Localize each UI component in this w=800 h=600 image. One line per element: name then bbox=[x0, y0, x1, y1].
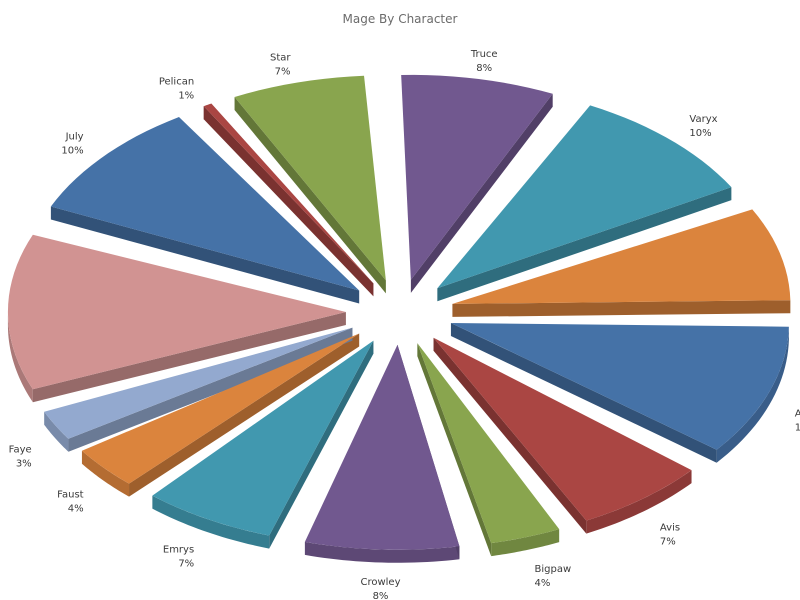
slice-emrys bbox=[152, 340, 374, 536]
slice-name: Pelican bbox=[159, 77, 194, 88]
slice-wall-flidais bbox=[32, 312, 346, 403]
slice-name: Star bbox=[270, 53, 291, 64]
slice-wall-avis bbox=[433, 337, 587, 534]
slice-name: Emrys bbox=[163, 544, 194, 555]
slice-label-faye: Faye 3% bbox=[9, 444, 32, 469]
slice-tops bbox=[7, 74, 791, 550]
slice-sides bbox=[7, 93, 791, 563]
slice-label-varyx: Varyx 10% bbox=[689, 114, 717, 139]
slice-percent: 8% bbox=[476, 63, 492, 74]
chart-title: Mage By Character bbox=[343, 12, 458, 26]
slice-wall-bigpaw bbox=[417, 343, 492, 557]
slice-wall-varyx bbox=[437, 187, 732, 302]
slice-percent: 7% bbox=[275, 67, 291, 78]
slice-wall-wayland bbox=[452, 300, 791, 317]
slice-side-crowley bbox=[304, 541, 460, 563]
slice-percent: 7% bbox=[660, 536, 676, 547]
slice-crowley bbox=[304, 344, 460, 550]
slice-name: Arthur bbox=[795, 408, 800, 419]
slice-label-truce: Truce 8% bbox=[470, 49, 498, 74]
slice-wall-arthur bbox=[450, 323, 717, 463]
slice-percent: 1% bbox=[178, 91, 194, 102]
slice-star bbox=[234, 75, 386, 281]
slice-wayland bbox=[452, 209, 791, 304]
slice-percent: 8% bbox=[373, 591, 389, 600]
slice-side-faye bbox=[44, 411, 69, 452]
slice-bigpaw bbox=[417, 343, 560, 544]
slice-percent: 10% bbox=[61, 145, 83, 156]
slice-side-arthur bbox=[716, 326, 789, 463]
slice-arthur bbox=[450, 323, 789, 450]
slice-percent: 11% bbox=[795, 422, 800, 433]
slice-label-july: July 10% bbox=[61, 131, 83, 156]
slice-side-flidais bbox=[7, 312, 33, 403]
slice-label-bigpaw: Bigpaw 4% bbox=[535, 564, 572, 589]
slice-wall-faye bbox=[68, 327, 353, 452]
slice-name: July bbox=[65, 131, 84, 142]
slice-label-crowley: Crowley 8% bbox=[360, 577, 400, 600]
slice-wall-truce bbox=[410, 93, 553, 293]
slice-wall-emrys bbox=[269, 340, 374, 549]
slice-percent: 10% bbox=[689, 128, 711, 139]
slice-name: Bigpaw bbox=[535, 564, 572, 575]
slice-name: Crowley bbox=[360, 577, 400, 588]
slice-wall-pelican bbox=[203, 106, 374, 297]
slice-faust bbox=[81, 333, 360, 484]
slice-truce bbox=[401, 74, 553, 280]
slice-wall-faust bbox=[129, 333, 360, 497]
slice-varyx bbox=[437, 105, 732, 289]
slice-percent: 4% bbox=[68, 504, 84, 515]
slice-name: Truce bbox=[470, 49, 498, 60]
slice-label-faust: Faust 4% bbox=[57, 490, 84, 515]
slice-name: Avis bbox=[660, 522, 680, 533]
slice-pelican bbox=[203, 103, 374, 284]
slice-side-emrys bbox=[152, 495, 270, 549]
slice-side-bigpaw bbox=[491, 529, 560, 557]
slice-label-avis: Avis 7% bbox=[660, 522, 680, 547]
slice-avis bbox=[433, 337, 692, 521]
slice-percent: 3% bbox=[16, 458, 32, 469]
slice-percent: 4% bbox=[535, 578, 551, 589]
slice-percent: 7% bbox=[178, 558, 194, 569]
slice-labels: Arthur 11% Avis 7% Bigpaw 4% Crowley 8% Emrys 7% F… bbox=[9, 49, 800, 600]
slice-side-avis bbox=[586, 470, 692, 534]
slice-label-arthur: Arthur 11% bbox=[795, 408, 800, 433]
slice-july bbox=[50, 117, 360, 291]
slice-flidais bbox=[7, 234, 346, 390]
slice-label-pelican: Pelican 1% bbox=[159, 77, 194, 102]
slice-label-emrys: Emrys 7% bbox=[163, 544, 194, 569]
slice-wall-star bbox=[234, 97, 386, 294]
slice-name: Faye bbox=[9, 444, 32, 455]
slice-side-faust bbox=[81, 450, 130, 497]
slice-name: Varyx bbox=[689, 114, 717, 125]
slice-name: Faust bbox=[57, 490, 84, 501]
slice-wall-july bbox=[50, 206, 360, 304]
slice-label-star: Star 7% bbox=[270, 53, 291, 78]
slice-faye bbox=[44, 327, 353, 439]
